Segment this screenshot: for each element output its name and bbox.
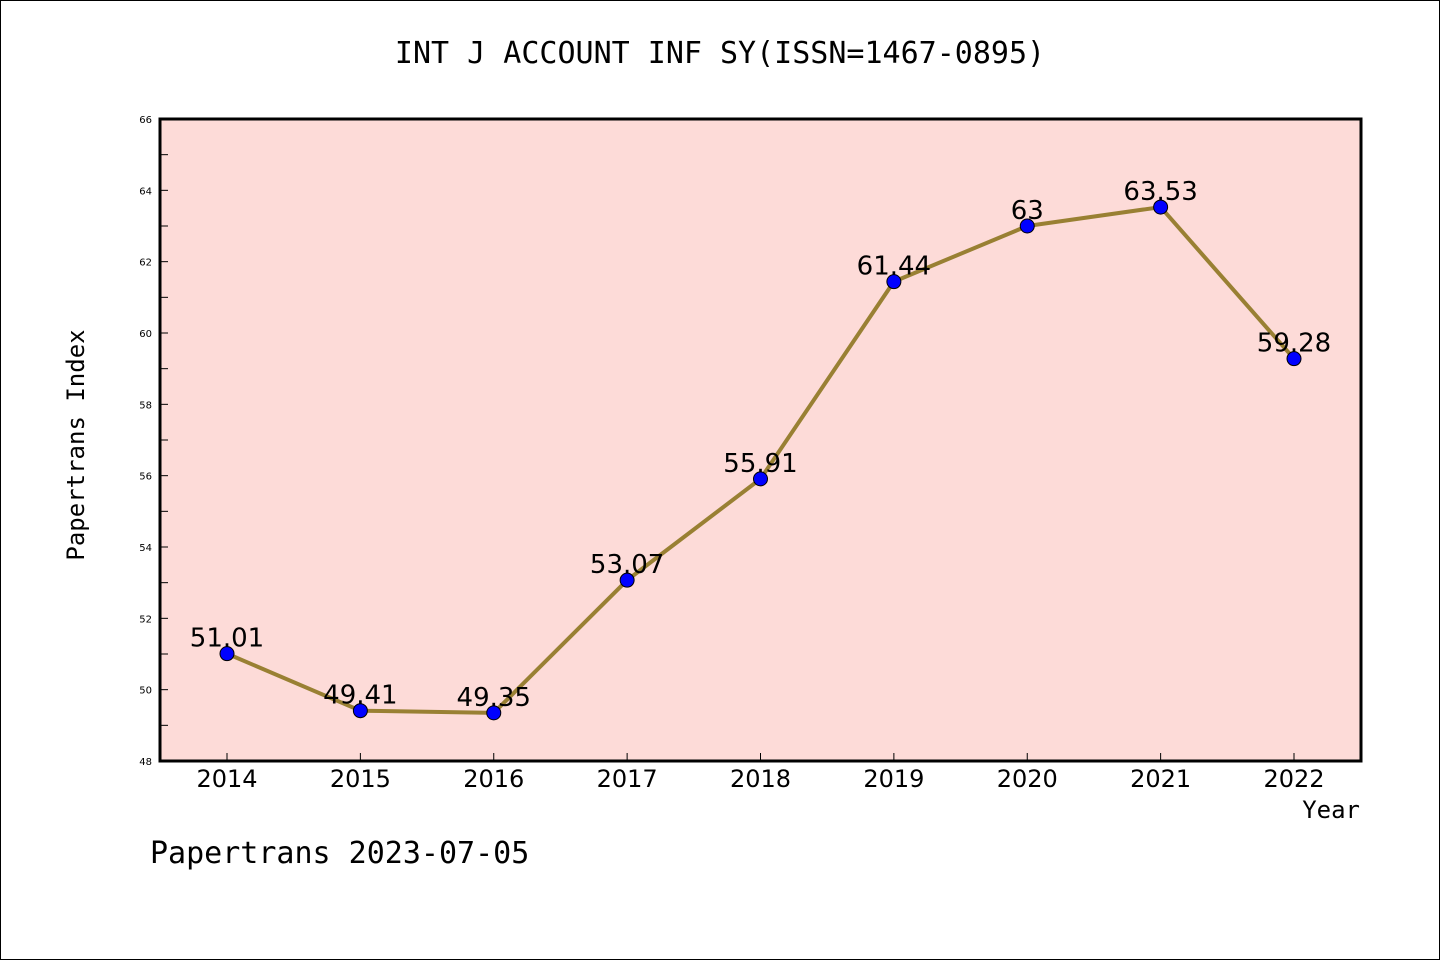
data-point — [1019, 218, 1035, 234]
x-tick-label: 2017 — [597, 765, 658, 793]
data-point — [486, 705, 502, 721]
y-tick-label: 62 — [139, 258, 152, 269]
data-points — [219, 199, 1302, 721]
data-point — [753, 471, 768, 487]
x-tick-label: 2014 — [196, 765, 257, 793]
x-tick-label: 2022 — [1263, 765, 1324, 793]
y-tick-label: 52 — [139, 614, 152, 625]
data-labels: 51.01 49.41 49.35 53.07 55.91 61.44 63 63.53 59.… — [190, 177, 1331, 713]
data-label: 59.28 — [1257, 329, 1331, 359]
data-point — [352, 703, 368, 719]
y-tick-label: 58 — [139, 400, 152, 411]
x-tick-label: 2020 — [997, 765, 1058, 793]
y-tick-label: 56 — [139, 472, 152, 483]
chart-title: INT J ACCOUNT INF SY(ISSN=1467-0895) — [394, 36, 1046, 71]
x-axis-label: Year — [1302, 796, 1360, 824]
data-label: 63.53 — [1123, 177, 1197, 207]
data-point — [219, 646, 235, 662]
x-tick-label: 2019 — [863, 765, 924, 793]
data-label: 61.44 — [857, 252, 931, 282]
data-point — [1153, 199, 1169, 215]
x-axis: 2014 2015 2016 2017 2018 2019 2020 2021 2022 — [196, 753, 1325, 793]
y-tick-label: 64 — [139, 186, 152, 197]
footer-text: Papertrans 2023-07-05 — [150, 836, 530, 871]
x-tick-label: 2015 — [330, 765, 391, 793]
data-label: 51.01 — [190, 624, 264, 654]
data-point — [886, 274, 902, 290]
plot-area — [160, 119, 1361, 761]
y-tick-label: 50 — [139, 686, 152, 697]
x-tick-label: 2018 — [730, 765, 791, 793]
data-label: 63 — [1011, 196, 1044, 226]
x-tick-label: 2016 — [463, 765, 524, 793]
y-tick-label: 48 — [139, 757, 152, 768]
plot-border — [158, 117, 1363, 763]
data-label: 55.91 — [723, 449, 797, 479]
data-point — [619, 572, 635, 588]
data-point — [1286, 351, 1302, 367]
x-tick-label: 2021 — [1130, 765, 1191, 793]
data-label: 49.41 — [323, 681, 397, 711]
y-tick-label: 60 — [139, 329, 152, 340]
data-label: 49.35 — [457, 683, 531, 713]
y-tick-label: 54 — [139, 543, 152, 554]
y-tick-label: 66 — [139, 115, 152, 126]
data-label: 53.07 — [590, 550, 664, 580]
